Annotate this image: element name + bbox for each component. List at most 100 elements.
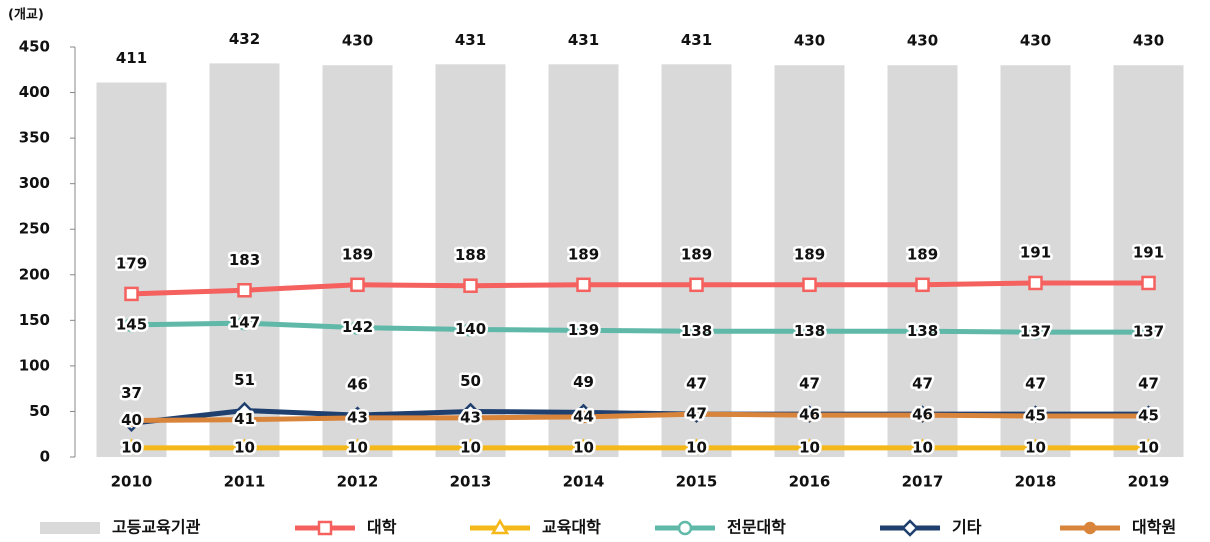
data-label: 10 (686, 438, 707, 456)
marker (350, 320, 365, 335)
y-tick-label: 450 (19, 38, 50, 56)
data-label: 431 (681, 31, 712, 49)
data-label: 430 (794, 32, 825, 50)
marker (1029, 409, 1042, 423)
marker (237, 315, 252, 331)
data-label: 46 (912, 406, 933, 424)
data-label: 10 (799, 438, 820, 456)
data-label: 191 (1133, 243, 1164, 261)
marker (235, 438, 254, 455)
bar (774, 65, 845, 457)
legend-marker (1083, 521, 1097, 535)
legend-label: 전문대학 (727, 518, 786, 537)
marker (237, 283, 252, 298)
marker (803, 408, 816, 422)
data-label: 430 (1020, 32, 1051, 50)
marker (1028, 275, 1043, 291)
y-tick-label: 0 (40, 448, 50, 466)
marker (1142, 409, 1155, 423)
data-label: 145 (116, 315, 147, 333)
data-label: 47 (799, 375, 820, 393)
bar (209, 63, 280, 458)
data-label: 41 (234, 410, 255, 428)
data-label: 430 (342, 32, 373, 50)
marker (124, 286, 139, 302)
y-tick-label: 400 (19, 83, 50, 101)
data-label: 411 (116, 49, 147, 67)
y-tick-label: 250 (19, 220, 50, 238)
data-label: 45 (1025, 407, 1046, 425)
marker (915, 324, 930, 339)
x-tick-label: 2013 (450, 473, 492, 491)
marker (1026, 438, 1045, 455)
data-label: 189 (681, 245, 712, 263)
x-tick-label: 2011 (224, 473, 266, 491)
legend-label: 대학 (367, 518, 397, 537)
data-label: 50 (460, 372, 481, 390)
x-tick-label: 2010 (111, 473, 153, 491)
marker (351, 411, 364, 425)
data-label: 431 (568, 31, 599, 49)
marker (687, 438, 706, 455)
legend-label: 교육대학 (542, 518, 601, 537)
data-label: 40 (121, 411, 142, 429)
line (131, 411, 1149, 424)
legend-marker (490, 518, 510, 535)
x-tick-label: 2017 (902, 473, 944, 491)
data-label: 430 (1133, 32, 1164, 50)
legend-swatch (40, 522, 100, 534)
y-tick-label: 150 (19, 311, 50, 329)
marker (1028, 324, 1043, 340)
marker (348, 438, 367, 455)
data-label: 183 (229, 251, 260, 269)
data-label: 10 (460, 438, 481, 456)
data-label: 139 (568, 321, 599, 339)
marker (800, 438, 819, 455)
legend-label: 고등교육기관 (112, 518, 201, 537)
data-label: 142 (342, 318, 373, 336)
marker (689, 324, 704, 339)
data-label: 45 (1138, 407, 1159, 425)
marker (461, 438, 480, 455)
legend-marker (677, 520, 693, 536)
data-label: 138 (907, 322, 938, 340)
marker (915, 277, 930, 293)
data-label: 10 (573, 438, 594, 456)
marker (122, 438, 141, 455)
data-label: 10 (1138, 438, 1159, 456)
data-label: 189 (568, 245, 599, 263)
marker (577, 410, 590, 424)
data-label: 47 (1025, 375, 1046, 393)
data-label: 138 (681, 322, 712, 340)
marker (913, 438, 932, 455)
bar (1000, 65, 1071, 457)
x-tick-label: 2012 (337, 473, 379, 491)
data-label: 49 (573, 373, 594, 391)
data-label: 43 (460, 408, 481, 426)
line (131, 280, 1149, 297)
marker (690, 407, 703, 421)
bar (322, 65, 393, 457)
data-label: 189 (794, 245, 825, 263)
bar (548, 64, 619, 458)
data-label: 10 (912, 438, 933, 456)
y-tick-label: 350 (19, 129, 50, 147)
marker (1139, 438, 1158, 455)
data-label: 46 (347, 376, 368, 394)
legend-label: 기타 (952, 518, 982, 537)
data-label: 37 (121, 384, 142, 402)
data-label: 188 (455, 246, 486, 264)
marker (916, 408, 929, 422)
legend-marker (901, 519, 919, 537)
data-label: 430 (907, 32, 938, 50)
legend-label: 대학원 (1132, 518, 1176, 537)
data-label: 47 (912, 375, 933, 393)
data-label: 431 (455, 31, 486, 49)
x-tick-label: 2018 (1015, 473, 1057, 491)
x-tick-label: 2016 (789, 473, 831, 491)
data-label: 191 (1020, 243, 1051, 261)
data-label: 138 (794, 322, 825, 340)
marker (802, 277, 817, 293)
bar (887, 65, 958, 457)
bar (1113, 65, 1184, 457)
